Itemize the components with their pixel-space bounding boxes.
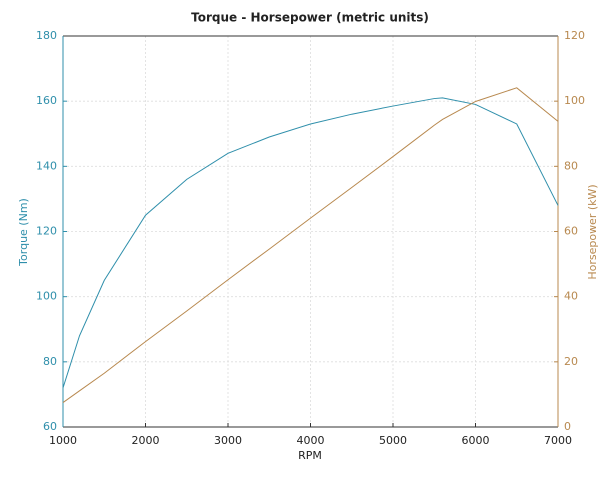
y-tick-label: 160	[36, 94, 57, 107]
y2-tick-label: 120	[564, 29, 585, 42]
y2-tick-label: 0	[564, 420, 571, 433]
x-tick-label: 1000	[49, 434, 77, 447]
y-tick-label: 180	[36, 29, 57, 42]
y-tick-label: 120	[36, 225, 57, 238]
chart-title: Torque - Horsepower (metric units)	[191, 11, 429, 25]
x-tick-label: 3000	[214, 434, 242, 447]
y-tick-label: 60	[43, 420, 57, 433]
x-tick-label: 7000	[544, 434, 572, 447]
y2-tick-label: 40	[564, 290, 578, 303]
y2-axis-label: Horsepower (kW)	[586, 184, 599, 279]
series-line	[62, 87, 559, 403]
x-tick-label: 2000	[132, 434, 160, 447]
y-axis-label: Torque (Nm)	[17, 198, 30, 267]
x-axis-label: RPM	[298, 449, 322, 462]
x-tick-label: 6000	[462, 434, 490, 447]
y-tick-label: 140	[36, 159, 57, 172]
y2-tick-label: 80	[564, 159, 578, 172]
y2-tick-label: 60	[564, 225, 578, 238]
y2-tick-label: 100	[564, 94, 585, 107]
x-tick-label: 4000	[297, 434, 325, 447]
series-line	[62, 97, 559, 389]
x-tick-label: 5000	[379, 434, 407, 447]
y-tick-label: 100	[36, 290, 57, 303]
y-tick-label: 80	[43, 355, 57, 368]
y2-tick-label: 20	[564, 355, 578, 368]
